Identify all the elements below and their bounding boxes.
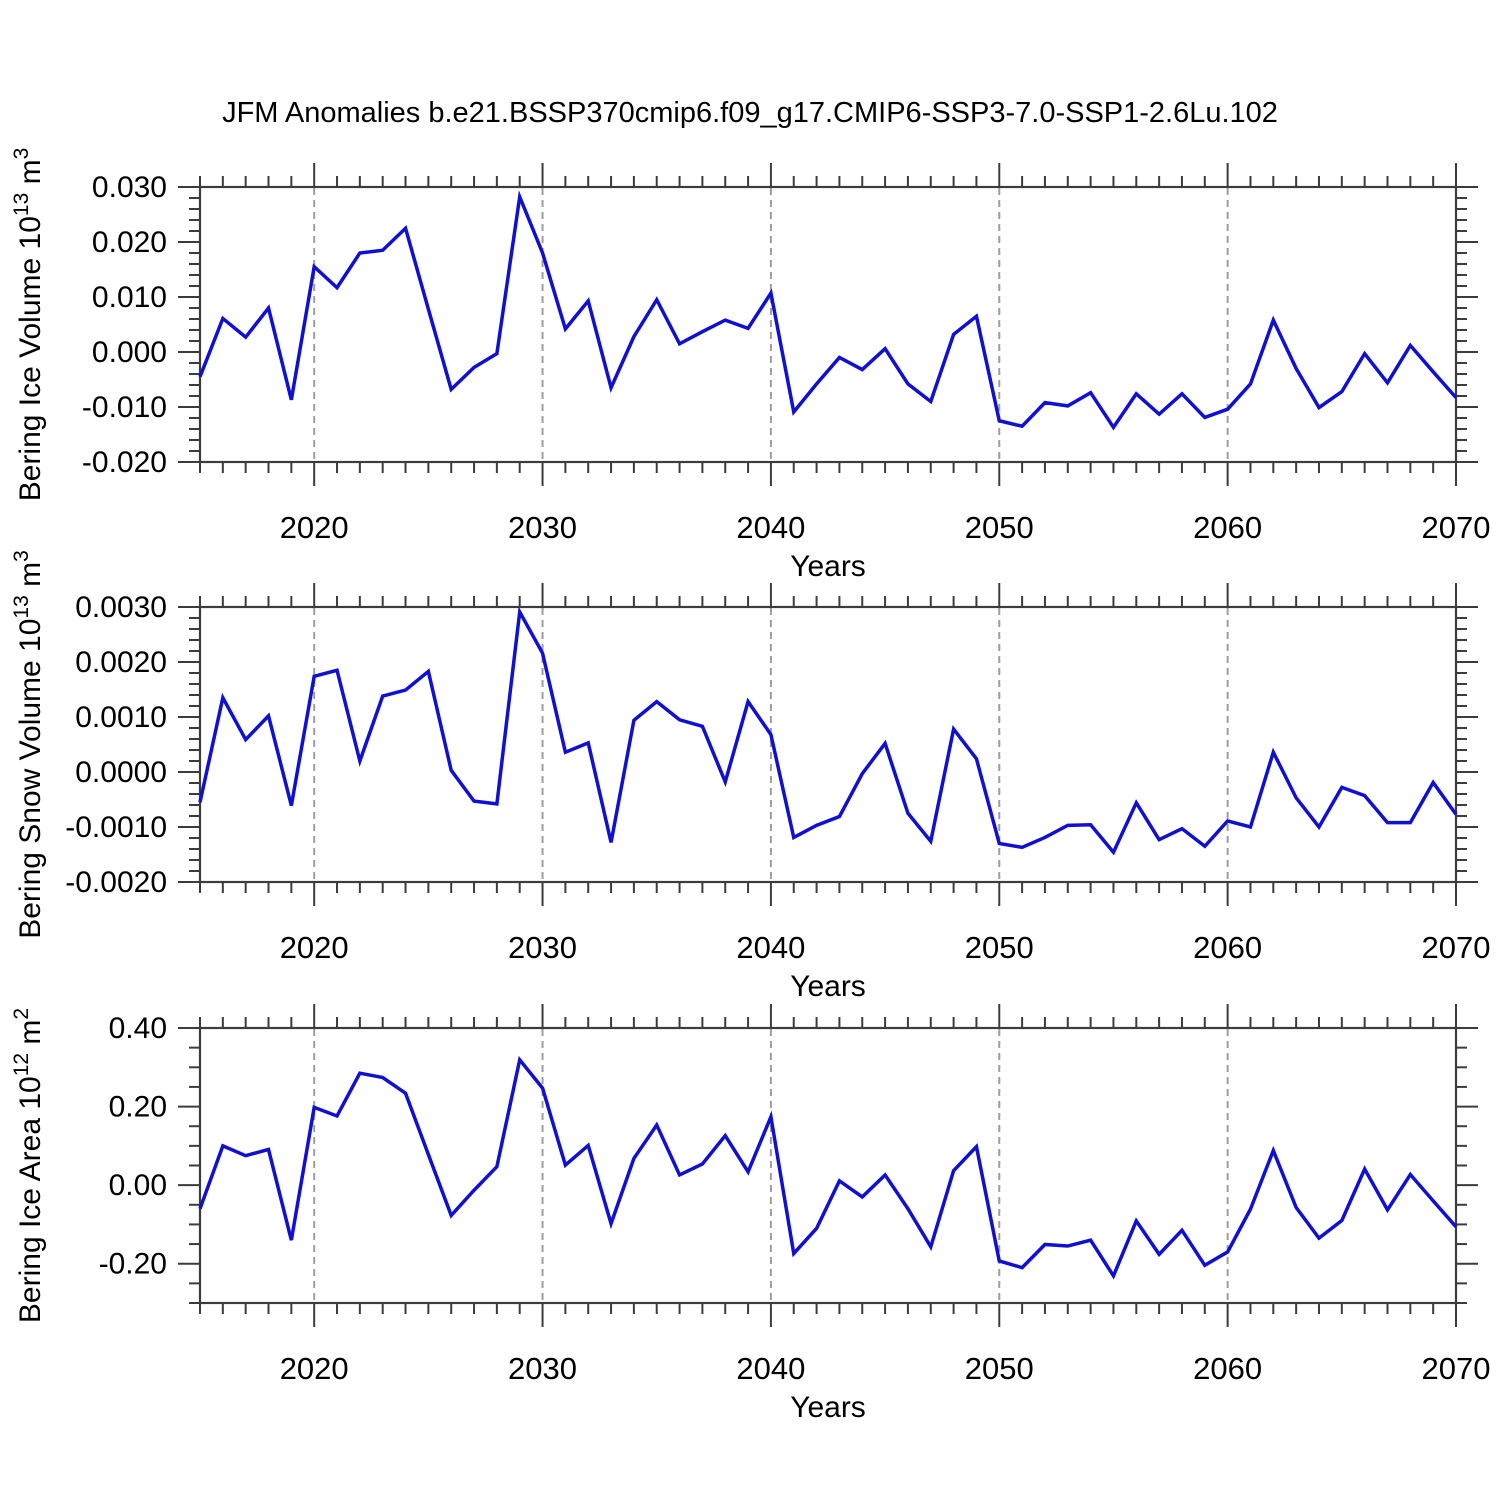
panels-group: 0.030 0.020 0.010 0.000 -0.010 -0.020 2020 2030… <box>10 148 1490 1424</box>
panel-border <box>198 185 1458 464</box>
x-tick-label-2030: 2030 <box>508 510 577 545</box>
panel-border <box>198 1026 1458 1305</box>
y-axis-title: Bering Ice Volume 1013 m3 <box>10 148 47 502</box>
data-line-bering-snow-volume <box>198 606 1458 856</box>
panel-bering-ice-area: 0.40 0.20 0.00 -0.20 2020 2030 2040 2050 2060 207… <box>10 1004 1490 1424</box>
x-tick-label-2020: 2020 <box>280 1351 349 1386</box>
x-tick-label-2070: 2070 <box>1422 510 1491 545</box>
x-tick-label-2040: 2040 <box>736 510 805 545</box>
x-axis-title: Years <box>790 550 866 583</box>
panel-bering-ice-volume: 0.030 0.020 0.010 0.000 -0.010 -0.020 2020 2030… <box>10 148 1490 583</box>
x-tick-label-2020: 2020 <box>280 510 349 545</box>
y-tick-label: -0.0020 <box>65 866 167 899</box>
y-tick-label: 0.0010 <box>75 701 167 734</box>
x-tick-label-2070: 2070 <box>1422 1351 1491 1386</box>
x-tick-label-2030: 2030 <box>508 930 577 965</box>
y-tick-label: -0.20 <box>99 1248 167 1281</box>
y-axis-title: Bering Ice Area 1012 m2 <box>10 1008 47 1323</box>
x-axis-title: Years <box>790 970 866 1003</box>
y-tick-label: 0.000 <box>92 336 167 369</box>
data-line-bering-ice-volume <box>198 190 1458 431</box>
x-tick-label-2060: 2060 <box>1193 930 1262 965</box>
y-tick-label: 0.0030 <box>75 591 167 624</box>
y-axis-title: Bering Snow Volume 1013 m3 <box>10 550 47 939</box>
y-tick-label: -0.010 <box>82 391 167 424</box>
x-axis-title: Years <box>790 1391 866 1424</box>
x-tick-label-2060: 2060 <box>1193 510 1262 545</box>
panel-border <box>198 605 1458 884</box>
y-tick-label: 0.010 <box>92 281 167 314</box>
x-tick-label-2070: 2070 <box>1422 930 1491 965</box>
x-tick-label-2050: 2050 <box>965 930 1034 965</box>
y-tick-label: 0.030 <box>92 171 167 204</box>
y-tick-label: 0.0000 <box>75 756 167 789</box>
y-tick-label: 0.00 <box>109 1169 167 1202</box>
x-tick-label-2030: 2030 <box>508 1351 577 1386</box>
data-line-bering-ice-area <box>198 1055 1458 1280</box>
chart-title: JFM Anomalies b.e21.BSSP370cmip6.f09_g17… <box>222 97 1278 129</box>
y-tick-label: 0.40 <box>109 1012 167 1045</box>
x-tick-label-2060: 2060 <box>1193 1351 1262 1386</box>
y-tick-label: 0.020 <box>92 226 167 259</box>
y-tick-label: -0.020 <box>82 446 167 479</box>
x-tick-label-2040: 2040 <box>736 930 805 965</box>
panel-bering-snow-volume: 0.0030 0.0020 0.0010 0.0000 -0.0010 -0.0020 20… <box>10 550 1490 1003</box>
y-tick-label: 0.0020 <box>75 646 167 679</box>
x-tick-label-2050: 2050 <box>965 510 1034 545</box>
x-tick-label-2050: 2050 <box>965 1351 1034 1386</box>
x-tick-label-2040: 2040 <box>736 1351 805 1386</box>
y-tick-label: -0.0010 <box>65 811 167 844</box>
y-tick-label: 0.20 <box>109 1091 167 1124</box>
x-tick-label-2020: 2020 <box>280 930 349 965</box>
